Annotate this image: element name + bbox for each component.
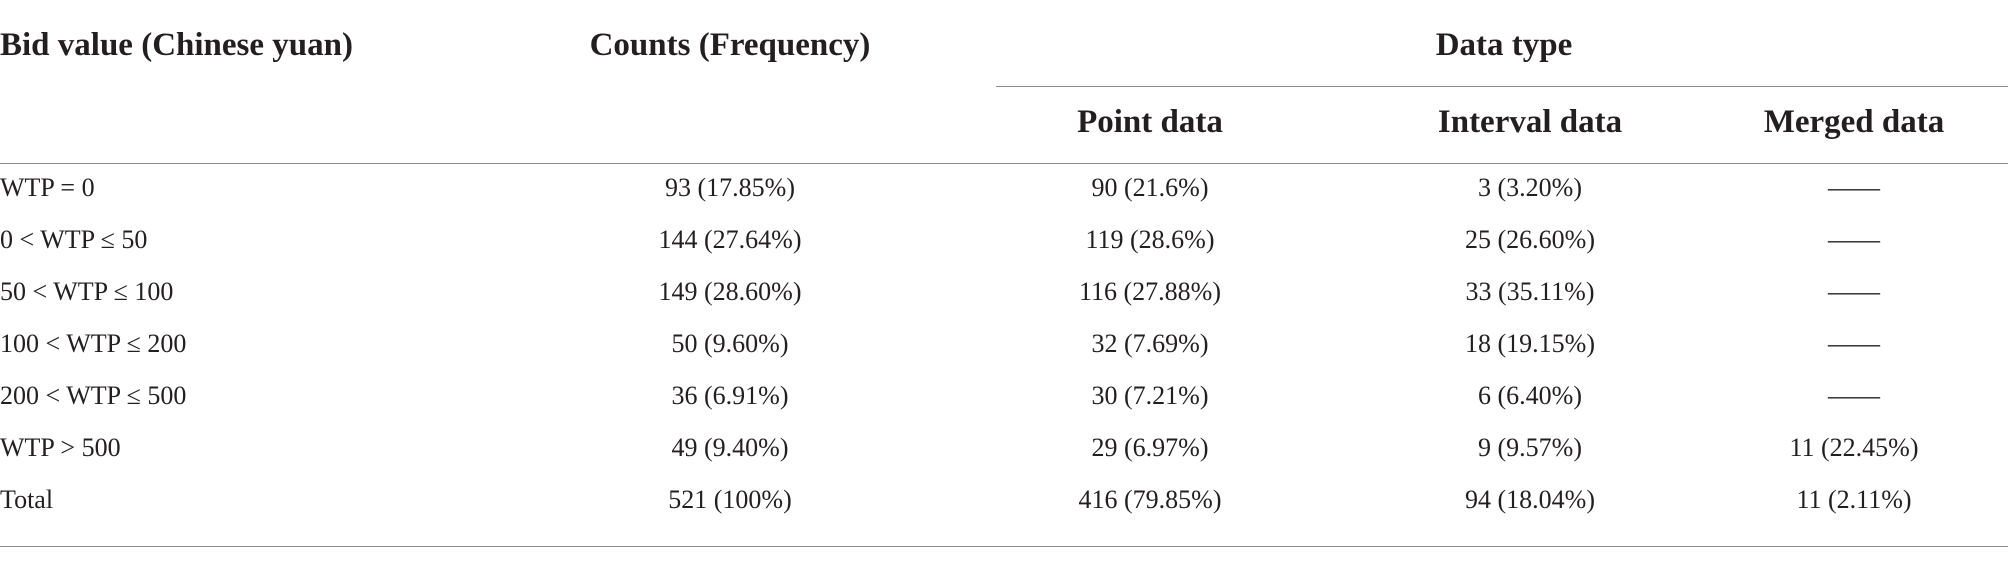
cell-point: 30 (7.21%): [1091, 381, 1209, 410]
row-label: 200 < WTP ≤ 500: [0, 381, 187, 410]
header-merged-data: Merged data: [1763, 104, 1945, 140]
cell-merged: ——: [1828, 173, 1880, 202]
header-data-type: Data type: [1435, 27, 1573, 63]
cell-point: 119 (28.6%): [1085, 225, 1215, 254]
cell-merged: ——: [1828, 381, 1880, 410]
header-interval-data: Interval data: [1437, 104, 1623, 140]
cell-counts: 49 (9.40%): [671, 433, 789, 462]
header-rule: [0, 163, 2008, 164]
cell-merged: 11 (2.11%): [1796, 485, 1912, 514]
cell-counts: 36 (6.91%): [671, 381, 789, 410]
cell-point: 416 (79.85%): [1078, 485, 1222, 514]
row-label: 50 < WTP ≤ 100: [0, 277, 174, 306]
cell-point: 90 (21.6%): [1091, 173, 1209, 202]
header-bid-value: Bid value (Chinese yuan): [0, 27, 353, 63]
cell-merged: 11 (22.45%): [1789, 433, 1919, 462]
row-label: WTP = 0: [0, 173, 95, 202]
cell-interval: 33 (35.11%): [1465, 277, 1595, 306]
cell-interval: 25 (26.60%): [1465, 225, 1595, 254]
cell-interval: 6 (6.40%): [1478, 381, 1582, 410]
cell-point: 32 (7.69%): [1091, 329, 1209, 358]
cell-counts: 144 (27.64%): [658, 225, 802, 254]
bottom-rule: [0, 546, 2008, 547]
cell-merged: ——: [1828, 329, 1880, 358]
cell-merged: ——: [1828, 277, 1880, 306]
row-label: 100 < WTP ≤ 200: [0, 329, 187, 358]
header-point-data: Point data: [1077, 104, 1223, 140]
cell-counts: 149 (28.60%): [658, 277, 802, 306]
cell-counts: 521 (100%): [668, 485, 792, 514]
row-label: Total: [0, 485, 54, 514]
row-label: 0 < WTP ≤ 50: [0, 225, 148, 254]
cell-point: 116 (27.88%): [1078, 277, 1221, 306]
cell-interval: 18 (19.15%): [1465, 329, 1595, 358]
cell-interval: 3 (3.20%): [1478, 173, 1582, 202]
cell-counts: 50 (9.60%): [671, 329, 789, 358]
data-type-underline: [996, 86, 2008, 87]
cell-interval: 94 (18.04%): [1465, 485, 1595, 514]
cell-counts: 93 (17.85%): [665, 173, 795, 202]
cell-point: 29 (6.97%): [1091, 433, 1209, 462]
header-counts: Counts (Frequency): [589, 27, 871, 63]
cell-merged: ——: [1828, 225, 1880, 254]
cell-interval: 9 (9.57%): [1478, 433, 1582, 462]
row-label: WTP > 500: [0, 433, 121, 462]
